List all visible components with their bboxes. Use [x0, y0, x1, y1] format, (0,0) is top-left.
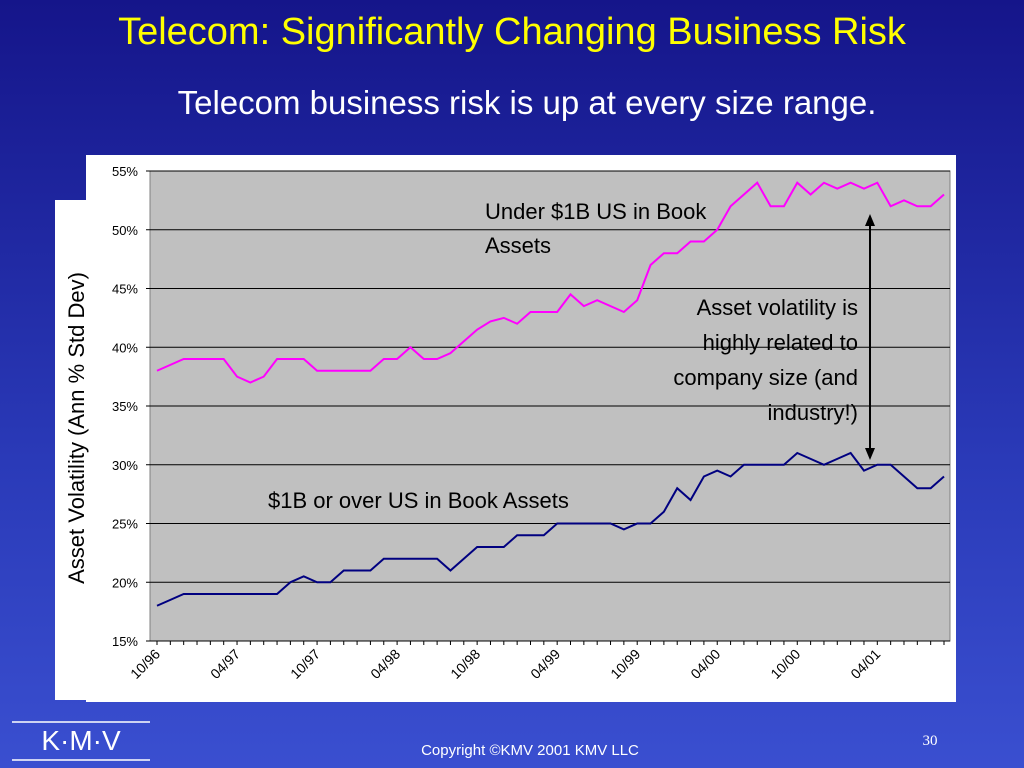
- y-tick-label: 50%: [112, 223, 138, 238]
- y-tick-label: 40%: [112, 340, 138, 355]
- arrow-head: [865, 214, 875, 226]
- y-axis-label: Asset Volatility (Ann % Std Dev): [64, 272, 89, 584]
- title: Telecom: Significantly Changing Business…: [118, 11, 907, 53]
- logo: K·M·V: [41, 725, 121, 756]
- chart-area-left: [55, 200, 86, 700]
- y-tick-label: 55%: [112, 164, 138, 179]
- annotation: Asset volatility is highly related to co…: [673, 295, 858, 425]
- subtitle: Telecom business risk is up at every siz…: [178, 84, 877, 121]
- y-tick-label: 25%: [112, 517, 138, 532]
- y-tick-label: 30%: [112, 458, 138, 473]
- series-label: Under $1B US in Book Assets: [485, 199, 707, 258]
- series-line: [156, 451, 945, 607]
- y-tick-label: 45%: [112, 282, 138, 297]
- y-tick-label: 35%: [112, 399, 138, 414]
- copyright: Copyright ©KMV 2001 KMV LLC: [421, 742, 639, 759]
- y-tick-label: 15%: [112, 634, 138, 649]
- series-line: [156, 181, 945, 384]
- y-tick-label: 20%: [112, 575, 138, 590]
- page-number: 30: [923, 733, 938, 749]
- series-label: $1B or over US in Book Assets: [268, 488, 569, 513]
- arrow-head: [865, 448, 875, 460]
